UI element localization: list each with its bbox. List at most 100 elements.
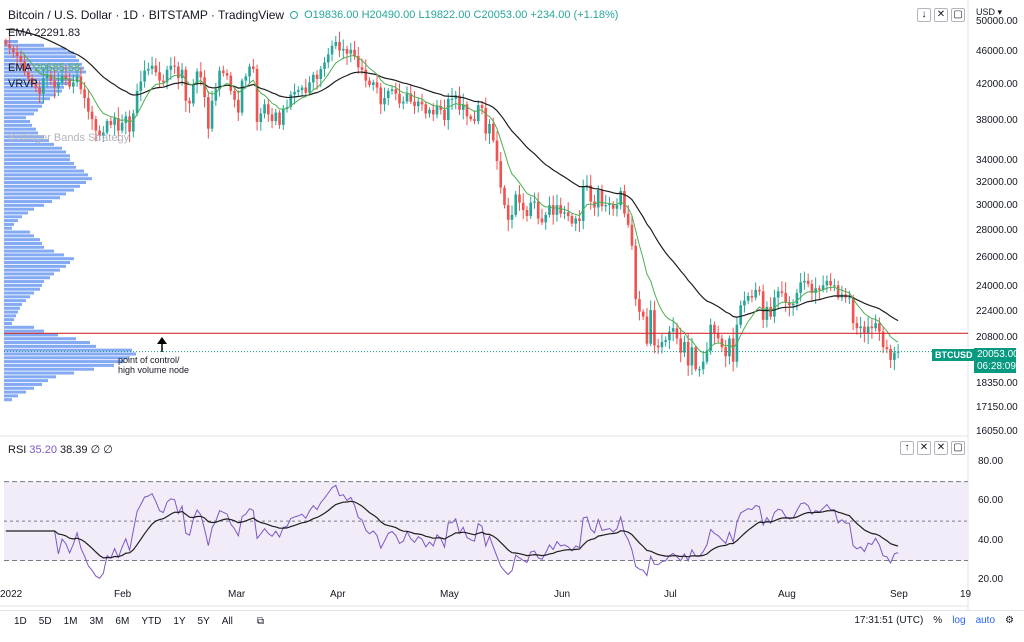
timeframe-button[interactable]: 1Y [173,616,186,627]
volume-profile-bar [4,382,42,386]
candle-body [405,93,409,102]
candle-body [503,187,506,206]
volume-profile-bar [4,287,40,291]
symbol-title[interactable]: Bitcoin / U.S. Dollar · 1D · BITSTAMP · … [8,8,285,22]
candle-body [266,104,270,115]
candle-body [23,61,26,73]
volume-profile-bar [4,100,44,104]
indicator-bollinger[interactable]: Bollinger Bands Strategy [8,132,130,144]
log-toggle[interactable]: log [952,615,966,626]
indicator-vrvp[interactable]: VRVP [8,78,38,90]
volume-profile-bar [4,375,56,379]
timeframe-button[interactable]: All [221,616,233,627]
candle-body [788,302,791,306]
volume-profile-bar [4,104,42,108]
time-axis-label: Sep [890,589,908,600]
volume-profile-bar [4,43,44,47]
candle-body [49,74,53,81]
candle-body [443,109,446,121]
candle-body [761,291,765,320]
candle-body [548,205,551,215]
maximize-icon[interactable]: ▢ [951,8,965,22]
clock[interactable]: 17:31:51 (UTC) [854,615,924,626]
date-range-icon[interactable]: ⧉ [256,616,265,627]
candle-body [27,72,30,79]
timeframe-button[interactable]: 6M [115,616,130,627]
volume-profile-bar [4,325,34,329]
percent-toggle[interactable]: % [933,615,943,626]
candle-body [683,341,686,353]
candle-body [199,71,203,78]
volume-profile-bar [4,40,18,44]
candle-body [105,121,109,133]
candle-body [135,90,139,114]
rsi-legend[interactable]: RSI 35.20 38.39 ∅ ∅ [8,444,113,456]
candle-body [780,291,784,293]
rsi-axis-label: 60.00 [978,495,1004,507]
candle-body [758,289,761,292]
timeframe-button[interactable]: 1M [63,616,78,627]
candle-body [383,98,386,105]
close-icon[interactable]: ✕ [934,8,948,22]
volume-profile-bar [4,139,49,143]
candle-body [308,82,311,93]
poc-arrow-head [157,337,167,344]
volume-profile-bar [4,386,34,390]
candle-body [218,70,221,90]
timeframe-button[interactable]: 5Y [197,616,210,627]
volume-profile-bar [4,390,26,394]
timeframe-button[interactable]: 5D [38,616,52,627]
candle-body [293,91,296,95]
candle-body [158,72,161,81]
price-axis-label: 32000.00 [976,177,1018,189]
auto-toggle[interactable]: auto [975,615,996,626]
close-pane-icon[interactable]: ✕ [917,441,931,455]
candle-body [38,87,41,94]
candle-body [225,73,229,76]
candle-body [529,202,533,217]
collapse-icon[interactable]: ✕ [934,441,948,455]
candle-body [259,113,263,122]
candle-body [192,84,195,104]
currency-selector[interactable]: USD ▾ [976,7,1003,17]
time-axis-label: Feb [114,589,132,600]
time-axis-label: May [440,589,459,600]
candle-body [319,68,323,79]
candle-body [743,300,746,306]
candle-body [600,189,604,207]
indicator-ema-slow[interactable]: EMA 22291.83 [8,27,81,39]
candle-body [311,74,315,83]
rsi-axis-label: 20.00 [978,574,1004,586]
timeframe-button[interactable]: 3M [89,616,104,627]
volume-profile-bar [4,200,52,204]
candle-body [484,107,488,134]
settings-gear-icon[interactable]: ⚙ [1005,615,1014,626]
timeframe-button[interactable]: 1D [14,616,27,627]
candle-body [773,297,776,317]
arrow-down-icon[interactable]: ↓ [917,8,931,22]
volume-profile-bar [4,249,54,253]
volume-profile-bar [4,219,18,223]
candle-body [177,66,180,79]
candle-body [799,282,802,293]
chart-header: Bitcoin / U.S. Dollar · 1D · BITSTAMP · … [8,8,618,22]
indicator-ema-fast[interactable]: EMA 20585.58 [8,62,81,74]
maximize-pane-icon[interactable]: ▢ [951,441,965,455]
arrow-up-icon[interactable]: ↑ [900,441,914,455]
candle-body [533,201,536,203]
candle-body [102,132,105,136]
volume-profile-bar [4,180,86,184]
candle-body [769,306,772,317]
candle-body [578,218,581,222]
candle-body [754,289,757,298]
time-axis-label: Jul [664,589,677,600]
candle-body [53,80,56,88]
volume-profile-bar [4,158,70,162]
symbol-tag: BTCUSD [932,349,976,361]
candle-body [540,218,544,223]
candle-body [728,338,731,357]
volume-profile-bar [4,62,82,66]
volume-profile-bar [4,321,12,325]
timeframe-button[interactable]: YTD [141,616,162,627]
